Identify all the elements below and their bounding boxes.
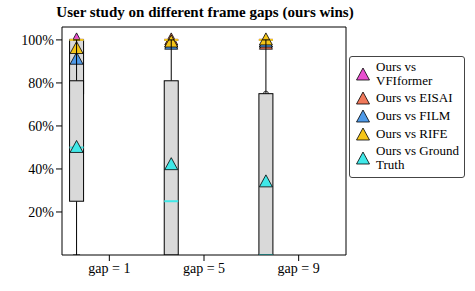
html-text:Ours vs EISAI: Ours vs EISAI (376, 90, 453, 105)
html-text:Ours vs Ground Truth: Ours vs Ground Truth (376, 143, 460, 172)
svg-text:100%: 100% (21, 33, 54, 48)
svg-text:gap = 9: gap = 9 (278, 261, 320, 276)
svg-text:80%: 80% (28, 76, 54, 91)
html-text:Ours vs RIFE: Ours vs RIFE (376, 126, 448, 141)
html-text:Ours vs FILM: Ours vs FILM (376, 108, 451, 123)
svg-text:20%: 20% (28, 205, 54, 220)
svg-text:gap = 1: gap = 1 (88, 261, 130, 276)
svg-text:40%: 40% (28, 162, 54, 177)
svg-text:60%: 60% (28, 119, 54, 134)
html-text:Ours vs VFIformer: Ours vs VFIformer (376, 59, 433, 88)
html-text:User study on different frame: User study on different frame gaps (ours… (56, 4, 354, 20)
svg-text:gap = 5: gap = 5 (183, 261, 225, 276)
